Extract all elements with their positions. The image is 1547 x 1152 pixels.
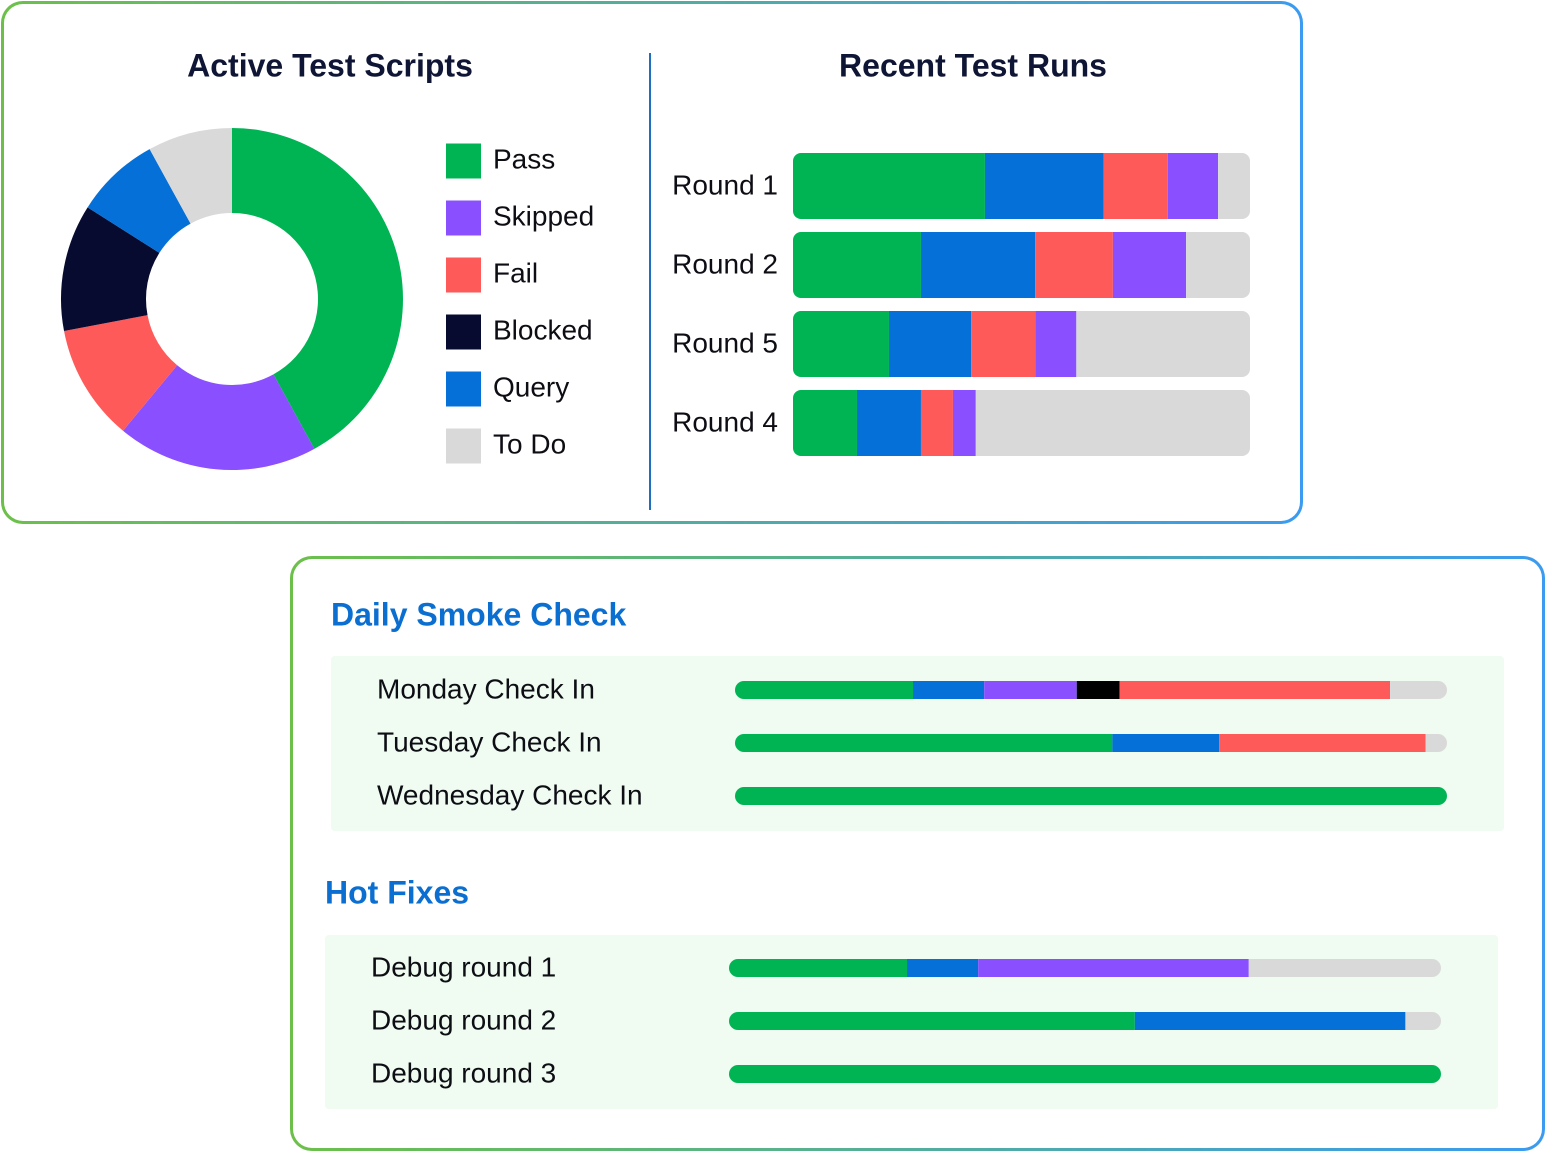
donut-slice — [232, 128, 403, 449]
section-title: Hot Fixes — [325, 874, 469, 910]
legend-label: Fail — [493, 257, 538, 288]
bar-segment — [888, 311, 972, 377]
legend-swatch — [446, 428, 481, 464]
stacked-bar — [735, 787, 1447, 805]
legend-swatch — [446, 143, 481, 179]
bar-segment — [907, 959, 979, 977]
bar-segment — [1112, 232, 1187, 298]
bar-segment — [1167, 153, 1219, 219]
bar-segment — [1219, 734, 1426, 752]
bar-segment — [735, 734, 1113, 752]
bar-segment — [920, 390, 953, 456]
bar-segment — [1119, 681, 1391, 699]
bar-segment — [729, 1065, 1441, 1083]
stacked-bar — [793, 232, 1250, 298]
row-label: Monday Check In — [377, 673, 595, 704]
legend-swatch — [446, 200, 481, 236]
legend-label: Blocked — [493, 314, 593, 345]
bar-segment — [1134, 1012, 1406, 1030]
stacked-bar — [735, 681, 1447, 699]
donut-slice — [64, 315, 178, 431]
legend-label: Skipped — [493, 200, 594, 231]
stacked-bar — [793, 311, 1250, 377]
bar-segment — [1035, 311, 1077, 377]
legend-swatch — [446, 257, 481, 293]
bar-segment — [1390, 681, 1447, 699]
donut-slice — [87, 149, 191, 253]
row-label: Wednesday Check In — [377, 779, 643, 810]
bar-segment — [1112, 734, 1220, 752]
bar-segment — [971, 311, 1036, 377]
bar-segment — [952, 390, 976, 456]
bar-segment — [984, 153, 1104, 219]
bar-segment — [1425, 734, 1447, 752]
bar-segment — [793, 153, 985, 219]
row-label: Tuesday Check In — [377, 726, 602, 757]
legend-label: Query — [493, 371, 569, 402]
bar-segment — [735, 787, 1447, 805]
chart-title: Active Test Scripts — [187, 47, 473, 83]
stacked-bar — [729, 1012, 1441, 1030]
row-label: Round 4 — [672, 406, 778, 437]
bar-segment — [1248, 959, 1441, 977]
row-label: Debug round 3 — [371, 1057, 556, 1088]
bar-segment — [735, 681, 913, 699]
bar-segment — [978, 959, 1249, 977]
bar-segment — [975, 390, 1250, 456]
stacked-bar — [729, 959, 1441, 977]
legend-swatch — [446, 314, 481, 350]
section-title: Daily Smoke Check — [331, 596, 626, 632]
bar-segment — [729, 959, 907, 977]
bar-segment — [1076, 681, 1120, 699]
bar-segment — [793, 390, 857, 456]
bar-segment — [1405, 1012, 1441, 1030]
bar-segment — [793, 311, 889, 377]
donut-slice — [60, 207, 160, 332]
row-label: Round 2 — [672, 248, 778, 279]
row-label: Debug round 1 — [371, 951, 556, 982]
chart-title: Recent Test Runs — [839, 47, 1107, 83]
bar-segment — [1186, 232, 1250, 298]
bar-segment — [1035, 232, 1113, 298]
bar-segment — [856, 390, 921, 456]
row-label: Debug round 2 — [371, 1004, 556, 1035]
stacked-bar — [729, 1065, 1441, 1083]
donut-slice — [123, 365, 315, 470]
legend-swatch — [446, 371, 481, 407]
stacked-bar — [793, 153, 1250, 219]
bar-segment — [1103, 153, 1168, 219]
bar-segment — [729, 1012, 1135, 1030]
bar-segment — [1218, 153, 1250, 219]
row-label: Round 1 — [672, 169, 778, 200]
bar-segment — [984, 681, 1077, 699]
legend-label: Pass — [493, 143, 555, 174]
row-label: Round 5 — [672, 327, 778, 358]
bar-segment — [920, 232, 1036, 298]
legend-label: To Do — [493, 428, 566, 459]
donut-slice — [149, 128, 232, 224]
bar-segment — [1076, 311, 1250, 377]
bar-segment — [913, 681, 985, 699]
bar-segment — [793, 232, 921, 298]
stacked-bar — [793, 390, 1250, 456]
stacked-bar — [735, 734, 1447, 752]
